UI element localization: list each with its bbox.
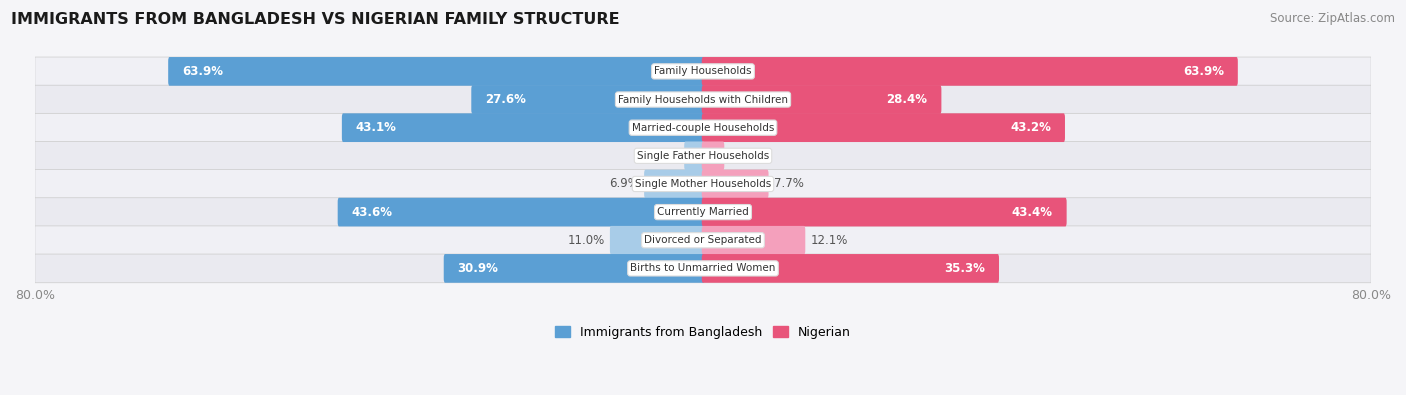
FancyBboxPatch shape — [702, 85, 942, 114]
FancyBboxPatch shape — [702, 169, 769, 198]
FancyBboxPatch shape — [35, 113, 1371, 142]
FancyBboxPatch shape — [644, 169, 704, 198]
Text: 43.6%: 43.6% — [352, 206, 392, 218]
FancyBboxPatch shape — [702, 57, 1237, 86]
Text: 43.1%: 43.1% — [356, 121, 396, 134]
Text: 11.0%: 11.0% — [567, 234, 605, 247]
FancyBboxPatch shape — [702, 141, 724, 170]
Text: 63.9%: 63.9% — [181, 65, 224, 78]
Text: 7.7%: 7.7% — [773, 177, 804, 190]
Text: Currently Married: Currently Married — [657, 207, 749, 217]
Text: Divorced or Separated: Divorced or Separated — [644, 235, 762, 245]
FancyBboxPatch shape — [35, 226, 1371, 255]
FancyBboxPatch shape — [702, 113, 1064, 142]
FancyBboxPatch shape — [35, 198, 1371, 226]
FancyBboxPatch shape — [444, 254, 704, 283]
Text: 2.4%: 2.4% — [730, 149, 759, 162]
Text: Births to Unmarried Women: Births to Unmarried Women — [630, 263, 776, 273]
Text: 43.4%: 43.4% — [1012, 206, 1053, 218]
Text: 63.9%: 63.9% — [1182, 65, 1225, 78]
FancyBboxPatch shape — [471, 85, 704, 114]
Text: 27.6%: 27.6% — [485, 93, 526, 106]
FancyBboxPatch shape — [702, 198, 1067, 226]
FancyBboxPatch shape — [35, 254, 1371, 283]
Text: Family Households with Children: Family Households with Children — [619, 94, 787, 105]
Text: 43.2%: 43.2% — [1011, 121, 1052, 134]
FancyBboxPatch shape — [610, 226, 704, 255]
FancyBboxPatch shape — [35, 169, 1371, 198]
Text: 35.3%: 35.3% — [945, 262, 986, 275]
FancyBboxPatch shape — [702, 254, 1000, 283]
FancyBboxPatch shape — [35, 57, 1371, 86]
Text: Single Mother Households: Single Mother Households — [636, 179, 770, 189]
FancyBboxPatch shape — [35, 85, 1371, 114]
Text: 28.4%: 28.4% — [887, 93, 928, 106]
Text: 30.9%: 30.9% — [457, 262, 498, 275]
Text: 6.9%: 6.9% — [609, 177, 638, 190]
FancyBboxPatch shape — [35, 141, 1371, 170]
Legend: Immigrants from Bangladesh, Nigerian: Immigrants from Bangladesh, Nigerian — [550, 321, 856, 344]
Text: IMMIGRANTS FROM BANGLADESH VS NIGERIAN FAMILY STRUCTURE: IMMIGRANTS FROM BANGLADESH VS NIGERIAN F… — [11, 12, 620, 27]
FancyBboxPatch shape — [337, 198, 704, 226]
Text: Family Households: Family Households — [654, 66, 752, 76]
FancyBboxPatch shape — [685, 141, 704, 170]
Text: Single Father Households: Single Father Households — [637, 151, 769, 161]
Text: 2.1%: 2.1% — [650, 149, 679, 162]
FancyBboxPatch shape — [342, 113, 704, 142]
FancyBboxPatch shape — [169, 57, 704, 86]
Text: Source: ZipAtlas.com: Source: ZipAtlas.com — [1270, 12, 1395, 25]
Text: Married-couple Households: Married-couple Households — [631, 123, 775, 133]
Text: 12.1%: 12.1% — [811, 234, 848, 247]
FancyBboxPatch shape — [702, 226, 806, 255]
